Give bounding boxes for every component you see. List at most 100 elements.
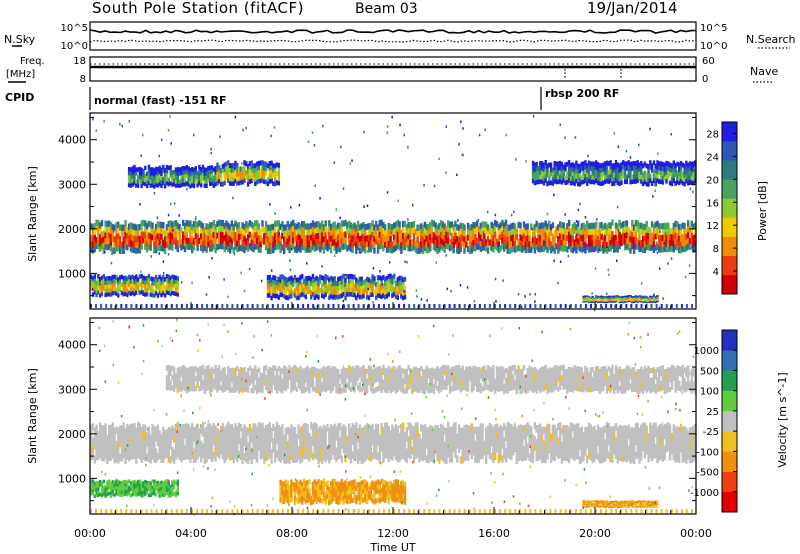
heatmap-cell [602,426,605,434]
heatmap-cell [338,276,342,281]
heatmap-cell [191,304,193,308]
heatmap-cell [629,427,632,436]
heatmap-cell [412,426,416,434]
heatmap-cell [255,161,259,167]
heatmap-cell [290,452,293,461]
heatmap-cell [150,255,153,258]
heatmap-cell [196,233,199,240]
heatmap-cell [625,296,629,299]
heatmap-cell [591,234,594,241]
heatmap-cell [136,421,140,430]
heatmap-cell [616,166,619,172]
heatmap-cell [284,442,288,450]
heatmap-cell [333,254,336,257]
heatmap-cell [163,176,167,181]
heatmap-cell [279,223,282,230]
heatmap-cell [614,160,618,165]
heatmap-cell [194,232,197,239]
heatmap-cell [185,304,188,308]
heatmap-cell [450,433,454,442]
heatmap-cell [299,434,302,443]
heatmap-cell [165,180,169,186]
heatmap-cell [295,286,298,292]
heatmap-cell [533,180,537,186]
heatmap-cell [369,283,372,289]
heatmap-cell [645,181,648,187]
heatmap-cell [643,170,647,176]
heatmap-cell [302,430,306,439]
heatmap-cell [678,223,681,230]
heatmap-cell [559,260,562,263]
heatmap-cell [299,456,302,464]
heatmap-cell [522,453,526,461]
heatmap-cell [622,297,625,300]
heatmap-cell [329,445,333,453]
heatmap-cell [461,448,464,457]
heatmap-cell [315,275,318,281]
heatmap-cell [209,430,212,439]
heatmap-cell [104,232,107,239]
heatmap-cell [490,239,493,246]
heatmap-cell [454,436,457,444]
heatmap-cell [382,434,385,442]
heatmap-cell [272,229,275,236]
heatmap-cell [375,295,378,301]
heatmap-cell [495,430,499,439]
heatmap-cell [283,441,286,450]
heatmap-cell [277,220,280,227]
heatmap-cell [221,437,225,445]
heatmap-cell [378,231,381,238]
heatmap-cell [634,165,638,171]
colorbar-swatch [722,255,737,276]
heatmap-cell [344,282,347,287]
heatmap-cell [535,170,538,176]
heatmap-cell [297,277,300,283]
heatmap-cell [517,446,520,455]
heatmap-cell [452,241,455,248]
heatmap-cell [365,444,369,453]
heatmap-cell [108,432,111,440]
heatmap-cell [627,299,630,301]
heatmap-cell [99,277,102,282]
heatmap-cell [333,244,336,251]
heatmap-cell [158,181,161,187]
heatmap-cell [632,301,636,303]
heatmap-cell [398,447,401,455]
heatmap-cell [571,223,574,230]
heatmap-cell [560,175,564,181]
heatmap-cell [466,222,470,229]
heatmap-cell [384,422,387,431]
heatmap-cell [302,423,306,431]
heatmap-cell [315,289,318,294]
heatmap-cell [219,237,223,244]
heatmap-cell [405,229,408,237]
heatmap-cell [104,243,107,250]
heatmap-cell [329,293,333,299]
heatmap-cell [250,233,253,240]
heatmap-cell [364,446,367,455]
heatmap-cell [320,243,324,250]
heatmap-cell [598,167,601,173]
heatmap-cell [100,453,104,461]
heatmap-cell [604,300,607,302]
heatmap-cell [328,448,331,457]
heatmap-cell [319,433,322,441]
heatmap-cell [149,179,152,184]
heatmap-cell [660,304,663,308]
heatmap-cell [266,224,270,231]
heatmap-cell [355,436,358,444]
heatmap-cell [391,424,394,433]
heatmap-cell [319,447,322,455]
heatmap-cell [652,246,656,253]
heatmap-cell [232,163,235,168]
heatmap-cell [367,445,371,454]
heatmap-cell [557,451,560,459]
heatmap-cell [266,163,270,169]
heatmap-cell [250,456,253,465]
heatmap-cell [586,297,589,300]
heatmap-cell [176,179,179,184]
heatmap-cell [270,235,273,242]
heatmap-cell [420,234,423,241]
heatmap-cell [562,233,565,241]
heatmap-cell [281,445,284,453]
